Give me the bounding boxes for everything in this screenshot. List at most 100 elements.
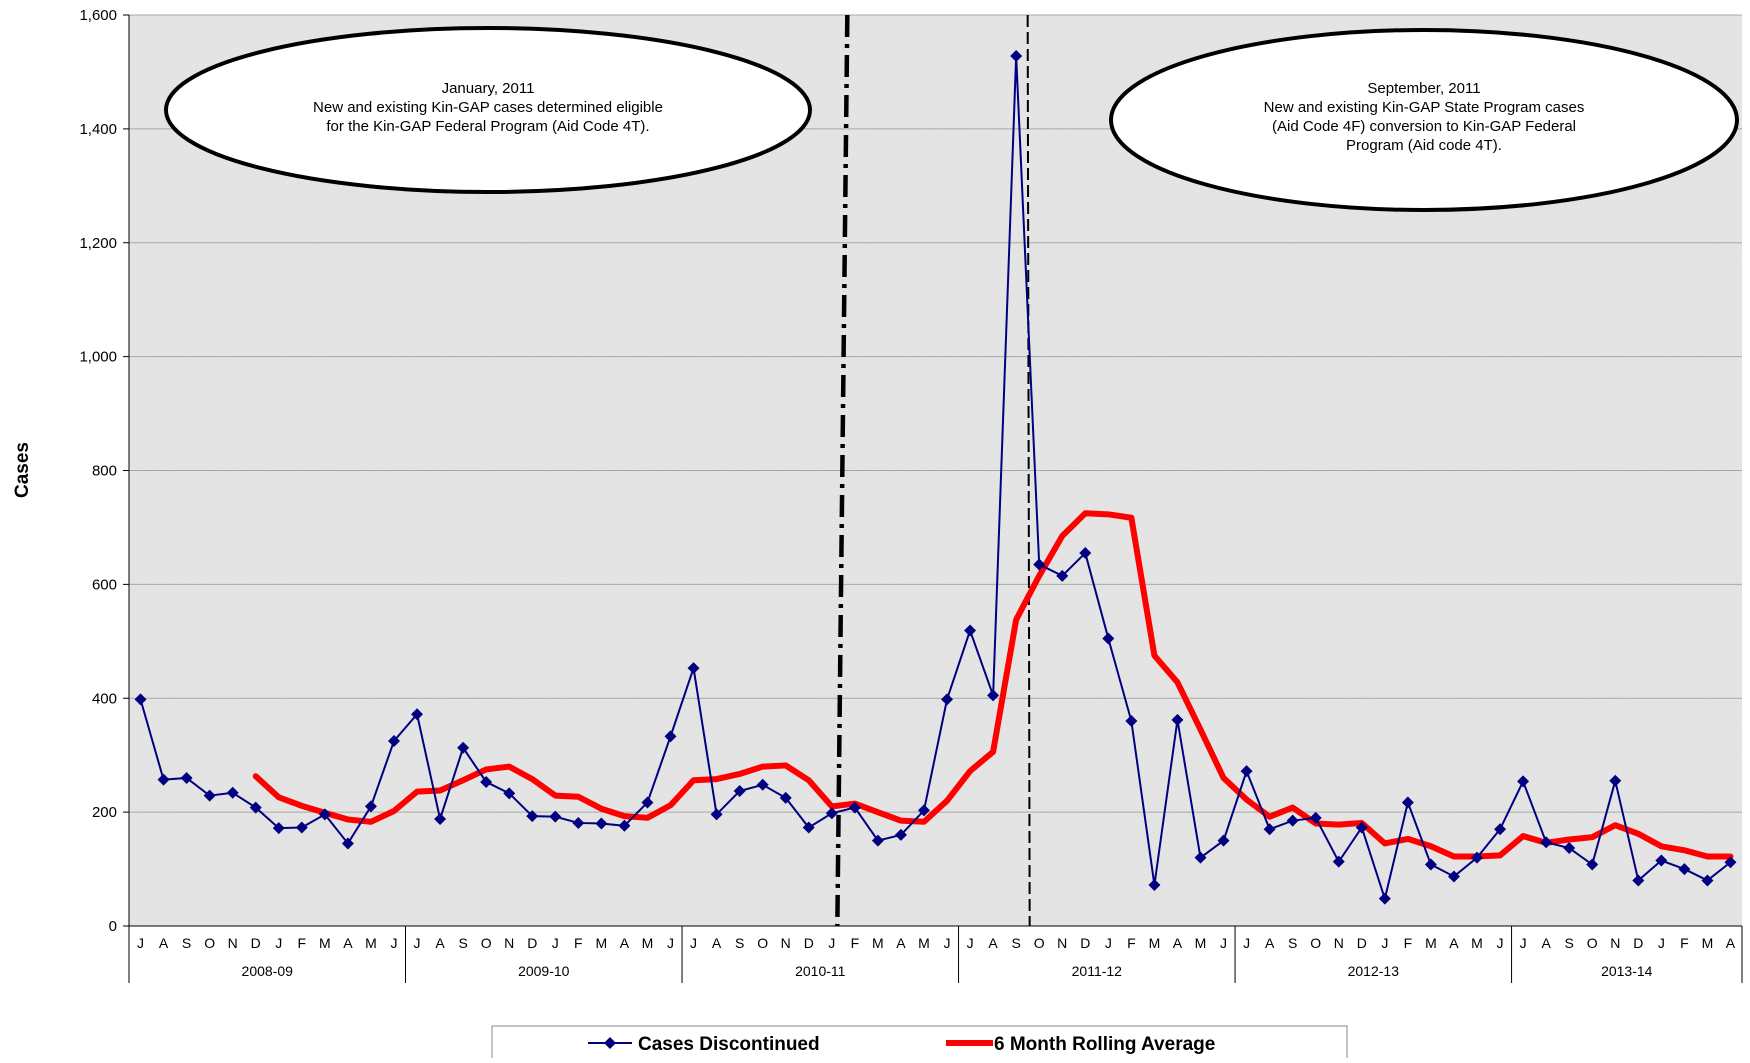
- y-tick-label: 1,200: [79, 235, 117, 252]
- x-tick-label: S: [1565, 935, 1574, 951]
- annotation-text-line: New and existing Kin-GAP State Program c…: [1264, 99, 1585, 116]
- data-point-cases-discontinued: [664, 730, 677, 743]
- x-tick-label: S: [735, 935, 744, 951]
- x-tick-label: J: [1520, 935, 1527, 951]
- annotation-text-line: January, 2011: [442, 80, 535, 97]
- data-point-cases-discontinued: [341, 837, 354, 850]
- x-tick-label: J: [414, 935, 421, 951]
- data-point-cases-discontinued: [1378, 892, 1391, 905]
- x-tick-label: J: [1220, 935, 1227, 951]
- x-tick-label: J: [552, 935, 559, 951]
- data-point-cases-discontinued: [318, 808, 331, 821]
- x-tick-label: F: [1404, 935, 1413, 951]
- x-tick-label: A: [712, 935, 722, 951]
- data-point-cases-discontinued: [941, 693, 954, 706]
- x-tick-label: J: [828, 935, 835, 951]
- data-point-cases-discontinued: [1401, 796, 1414, 809]
- x-tick-label: J: [137, 935, 144, 951]
- legend-box: [491, 1025, 1348, 1063]
- x-tick-label: M: [1149, 935, 1161, 951]
- data-point-cases-discontinued: [917, 804, 930, 817]
- vertical-marker-line: [1026, 14, 1031, 927]
- data-point-cases-discontinued: [457, 741, 470, 754]
- x-tick-label: J: [275, 935, 282, 951]
- x-tick-label: M: [872, 935, 884, 951]
- x-tick-label: M: [918, 935, 930, 951]
- data-point-cases-discontinued: [1655, 854, 1668, 867]
- x-tick-label: A: [159, 935, 169, 951]
- series-line-cases-discontinued: [139, 55, 1732, 903]
- series-layer: [134, 49, 1737, 905]
- data-point-cases-discontinued: [1332, 855, 1345, 868]
- data-point-cases-discontinued: [180, 771, 193, 784]
- x-tick-label: N: [781, 935, 791, 951]
- vertical-marker-line: [835, 14, 850, 927]
- x-tick-label: A: [896, 935, 906, 951]
- data-point-cases-discontinued: [1309, 811, 1322, 824]
- data-point-cases-discontinued: [203, 789, 216, 802]
- data-point-cases-discontinued: [1010, 49, 1023, 62]
- x-tick-label: D: [527, 935, 537, 951]
- data-point-cases-discontinued: [848, 801, 861, 814]
- data-point-cases-discontinued: [1563, 841, 1576, 854]
- data-point-cases-discontinued: [1056, 569, 1069, 582]
- data-point-cases-discontinued: [157, 773, 170, 786]
- data-point-cases-discontinued: [295, 821, 308, 834]
- fiscal-year-label: 2013-14: [1601, 963, 1653, 979]
- annotation-text-line: (Aid Code 4F) conversion to Kin-GAP Fede…: [1272, 118, 1576, 135]
- x-tick-label: F: [851, 935, 860, 951]
- x-tick-label: S: [182, 935, 191, 951]
- x-tick-label: D: [1633, 935, 1643, 951]
- data-point-cases-discontinued: [1240, 765, 1253, 778]
- x-tick-label: O: [481, 935, 492, 951]
- x-tick-label: M: [365, 935, 377, 951]
- y-tick-label: 0: [109, 918, 117, 935]
- x-tick-label: A: [1726, 935, 1736, 951]
- data-point-cases-discontinued: [1171, 713, 1184, 726]
- vertical-markers: [835, 14, 1031, 927]
- data-point-cases-discontinued: [134, 693, 147, 706]
- legend-label-cases-discontinued: Cases Discontinued: [638, 1034, 820, 1055]
- x-tick-label: A: [1265, 935, 1275, 951]
- data-point-cases-discontinued: [434, 812, 447, 825]
- x-tick-label: A: [988, 935, 998, 951]
- data-point-cases-discontinued: [526, 810, 539, 823]
- data-point-cases-discontinued: [1125, 715, 1138, 728]
- data-point-cases-discontinued: [572, 816, 585, 829]
- data-point-cases-discontinued: [1632, 874, 1645, 887]
- x-tick-label: M: [1471, 935, 1483, 951]
- annotations: January, 2011 New and existing Kin-GAP ca…: [164, 26, 1739, 212]
- data-point-cases-discontinued: [802, 821, 815, 834]
- data-point-cases-discontinued: [1540, 836, 1553, 849]
- series-line-rolling-average: [252, 510, 1734, 860]
- x-tick-label: J: [1243, 935, 1250, 951]
- x-tick-label: A: [1541, 935, 1551, 951]
- data-point-cases-discontinued: [249, 801, 262, 814]
- fiscal-year-label: 2010-11: [795, 963, 846, 979]
- data-point-cases-discontinued: [1355, 821, 1368, 834]
- x-tick-label: A: [1173, 935, 1183, 951]
- data-point-cases-discontinued: [226, 786, 239, 799]
- data-point-cases-discontinued: [1424, 858, 1437, 871]
- x-tick-label: N: [1334, 935, 1344, 951]
- data-point-cases-discontinued: [1517, 775, 1530, 788]
- data-point-cases-discontinued: [480, 775, 493, 788]
- x-tick-label: O: [204, 935, 215, 951]
- x-tick-label: N: [504, 935, 514, 951]
- data-point-cases-discontinued: [1471, 851, 1484, 864]
- data-point-cases-discontinued: [687, 662, 700, 675]
- x-tick-label: O: [1034, 935, 1045, 951]
- data-point-cases-discontinued: [595, 817, 608, 830]
- data-point-cases-discontinued: [987, 689, 1000, 702]
- y-tick-label: 1,400: [79, 121, 117, 138]
- data-point-cases-discontinued: [1217, 834, 1230, 847]
- data-point-cases-discontinued: [1286, 814, 1299, 827]
- fiscal-year-label: 2012-13: [1348, 963, 1400, 979]
- x-tick-label: A: [343, 935, 353, 951]
- x-tick-label: A: [1449, 935, 1459, 951]
- y-axis-label: Cases: [12, 442, 33, 498]
- x-tick-label: D: [251, 935, 261, 951]
- x-tick-label: D: [804, 935, 814, 951]
- data-point-cases-discontinued: [1678, 863, 1691, 876]
- data-point-cases-discontinued: [1148, 879, 1161, 892]
